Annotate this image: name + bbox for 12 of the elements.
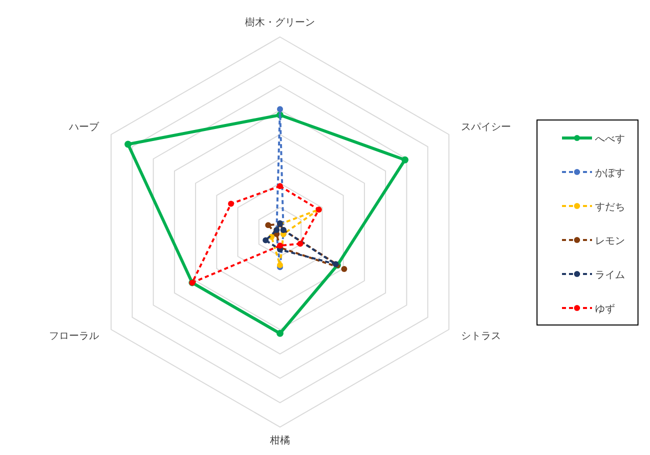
spoke-label: 柑橘: [269, 434, 290, 446]
legend-label: かぼす: [595, 168, 625, 179]
spoke-label: ハーブ: [68, 121, 100, 133]
spoke-label: シトラス: [461, 331, 501, 342]
spoke-label: 樹木・グリーン: [245, 16, 315, 28]
legend-label: レモン: [595, 236, 625, 247]
spoke-label: フローラル: [49, 331, 99, 342]
legend-label: へべす: [595, 134, 625, 145]
legend-label: ゆず: [595, 303, 615, 315]
legend-label: ライム: [595, 270, 625, 281]
spoke-label: スパイシー: [461, 122, 511, 133]
legend-label: すだち: [595, 202, 625, 213]
